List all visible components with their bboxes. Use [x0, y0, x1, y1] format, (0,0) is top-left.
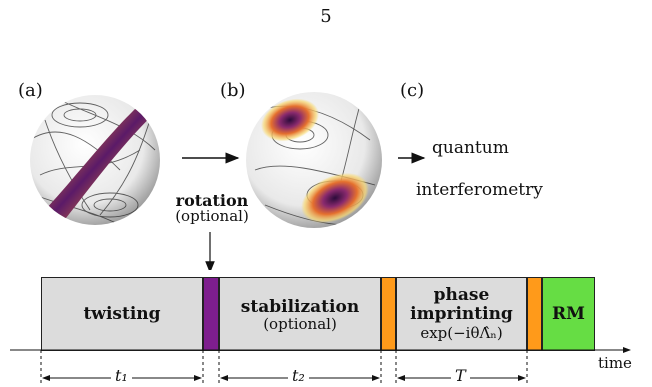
time-axis [10, 347, 631, 384]
rotation-title: rotation [175, 191, 249, 210]
sphere-a [30, 95, 160, 225]
twisting-stage: twisting [41, 277, 203, 351]
stabilization-label: stabilization [240, 296, 360, 317]
panel-label-b: (b) [220, 80, 246, 101]
stabilization-note: (optional) [263, 314, 337, 333]
phase-label: phase [433, 285, 490, 305]
page-number: 5 [320, 6, 332, 27]
panel-label-c: (c) [400, 80, 425, 101]
imprinting-label: imprinting [410, 304, 513, 324]
panel-label-a: (a) [18, 80, 43, 101]
sphere-b [246, 92, 382, 228]
phase-formula: exp(−iθΛ̂ₙ) [420, 324, 503, 342]
rm-stage: RM [542, 277, 595, 351]
phase-imprinting-stage: phase imprinting exp(−iθΛ̂ₙ) [396, 277, 527, 351]
rotation-annotation: rotation (optional) [170, 193, 254, 224]
quantum-label: quantum [432, 138, 509, 158]
interferometry-label: interferometry [416, 180, 543, 200]
twisting-label: twisting [83, 304, 161, 324]
bloch-sphere-figures [30, 92, 426, 270]
t2-label: t₂ [288, 366, 309, 385]
time-label: time [598, 354, 632, 372]
stabilization-stage: stabilization (optional) [219, 277, 381, 351]
t1-label: t₁ [111, 366, 132, 385]
rm-label: RM [552, 304, 585, 324]
rotation-note: (optional) [175, 207, 249, 225]
T-label: T [451, 366, 470, 385]
